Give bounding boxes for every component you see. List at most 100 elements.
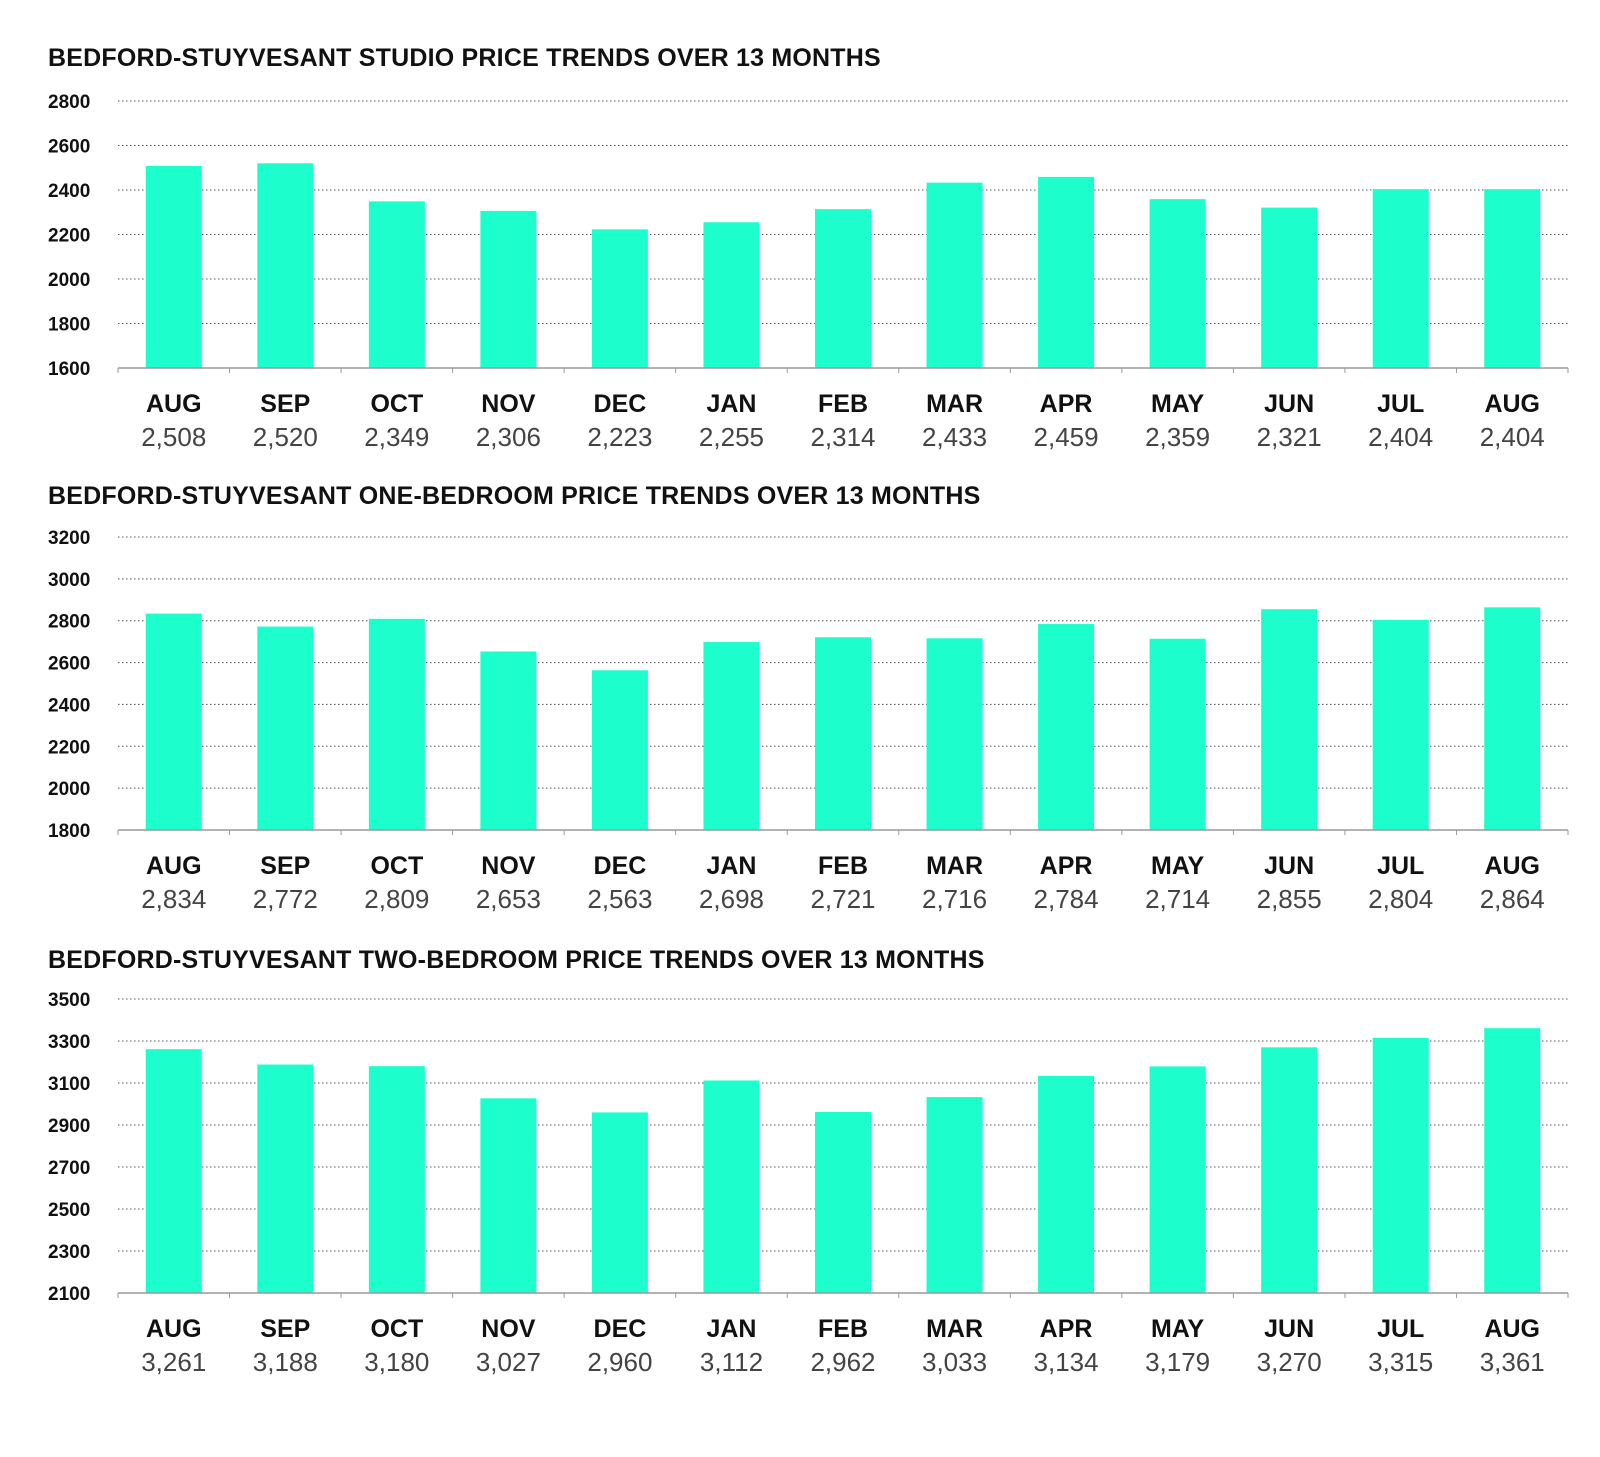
bar [1038,1075,1095,1293]
category-label: OCT [370,390,423,418]
value-label: 2,508 [141,422,206,452]
category-label: SEP [260,852,310,880]
y-tick-label: 2200 [48,226,90,247]
category-label: OCT [370,1315,423,1343]
category-label: MAY [1151,390,1205,418]
category-label: AUG [1484,390,1540,418]
category-label: AUG [146,852,202,880]
value-label: 2,404 [1368,422,1433,452]
category-label: DEC [594,1315,647,1343]
category-label: JUL [1377,390,1424,418]
bar [1372,619,1429,830]
value-label: 3,033 [922,1347,987,1377]
y-tick-label: 1800 [48,315,90,336]
bar [926,1097,983,1293]
two-bedroom-price-chart: BEDFORD-STUYVESANT TWO-BEDROOM PRICE TRE… [48,946,1569,1377]
category-label: AUG [1484,1315,1540,1343]
y-tick-label: 2400 [48,695,90,716]
bar [1038,176,1095,368]
y-tick-label: 2800 [48,92,90,113]
y-tick-label: 3100 [48,1074,90,1095]
bar [257,163,314,368]
bar [145,613,202,830]
category-label: MAY [1151,1315,1205,1343]
value-label: 3,315 [1368,1347,1433,1377]
category-label: JAN [706,852,756,880]
category-label: DEC [594,852,647,880]
value-label: 3,180 [364,1347,429,1377]
value-label: 2,855 [1257,884,1322,914]
value-label: 2,433 [922,422,987,452]
value-label: 2,721 [810,884,875,914]
value-label: 2,864 [1480,884,1545,914]
bar [1484,607,1541,830]
category-label: APR [1040,390,1093,418]
value-label: 2,714 [1145,884,1210,914]
category-label: MAR [926,390,983,418]
category-label: SEP [260,1315,310,1343]
value-label: 2,962 [810,1347,875,1377]
value-label: 2,960 [587,1347,652,1377]
category-label: MAR [926,1315,983,1343]
category-label: FEB [818,1315,868,1343]
value-label: 3,112 [700,1347,763,1377]
value-label: 2,698 [699,884,764,914]
y-tick-label: 2100 [48,1284,90,1305]
bar [1261,609,1318,830]
bar [1261,207,1318,368]
category-label: AUG [146,390,202,418]
bar [1149,638,1206,830]
bar [1372,189,1429,368]
bar [591,229,648,368]
value-label: 2,772 [253,884,318,914]
value-label: 2,804 [1368,884,1433,914]
category-label: JAN [706,1315,756,1343]
bar [257,626,314,830]
category-label: NOV [481,852,536,880]
bar [1149,1066,1206,1293]
category-label: FEB [818,390,868,418]
bar [368,1066,425,1293]
bar [1484,189,1541,368]
one-bedroom-price-chart: BEDFORD-STUYVESANT ONE-BEDROOM PRICE TRE… [48,482,1569,914]
y-tick-label: 1600 [48,359,90,380]
category-label: MAY [1151,852,1205,880]
category-label: SEP [260,390,310,418]
value-label: 3,261 [141,1347,206,1377]
category-label: JUL [1377,1315,1424,1343]
category-label: APR [1040,1315,1093,1343]
category-label: DEC [594,390,647,418]
category-label: MAR [926,852,983,880]
bar [591,670,648,830]
bar [145,165,202,368]
value-label: 2,784 [1034,884,1099,914]
value-label: 2,223 [587,422,652,452]
value-label: 2,349 [364,422,429,452]
bar [368,201,425,368]
bar [257,1064,314,1293]
chart-title: BEDFORD-STUYVESANT ONE-BEDROOM PRICE TRE… [48,482,981,510]
value-label: 3,361 [1480,1347,1545,1377]
bar [1261,1047,1318,1293]
value-label: 2,834 [141,884,206,914]
bar [703,222,760,368]
y-tick-label: 2200 [48,737,90,758]
bar [480,651,537,830]
y-tick-label: 3000 [48,570,90,591]
category-label: JUN [1264,1315,1314,1343]
bar [145,1049,202,1293]
value-label: 3,134 [1034,1347,1099,1377]
y-tick-label: 3500 [48,990,90,1011]
value-label: 2,459 [1034,422,1099,452]
value-label: 2,563 [587,884,652,914]
studio-price-chart: BEDFORD-STUYVESANT STUDIO PRICE TRENDS O… [48,44,1569,452]
value-label: 2,359 [1145,422,1210,452]
y-tick-label: 2000 [48,779,90,800]
bar [480,1098,537,1293]
category-label: NOV [481,390,536,418]
y-tick-label: 2600 [48,654,90,675]
value-label: 2,520 [253,422,318,452]
bar [1149,199,1206,368]
